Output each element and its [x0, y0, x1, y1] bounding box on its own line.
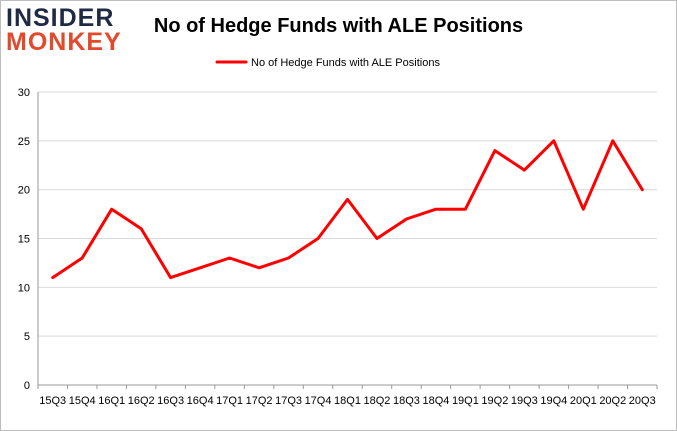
x-tick-label: 18Q2: [364, 395, 391, 407]
x-tick-label: 17Q1: [216, 395, 243, 407]
logo-line-2: MONKEY: [6, 28, 122, 56]
data-point: [434, 208, 437, 211]
x-tick-label: 20Q2: [599, 395, 626, 407]
x-tick-label: 17Q4: [305, 395, 332, 407]
data-point: [287, 257, 290, 260]
chart-title: No of Hedge Funds with ALE Positions: [153, 15, 524, 37]
x-tick-label: 19Q4: [540, 395, 567, 407]
x-tick-label: 17Q2: [246, 395, 273, 407]
data-point: [228, 257, 231, 260]
data-point: [641, 188, 644, 191]
data-point: [611, 139, 614, 142]
x-tick-label: 20Q1: [570, 395, 597, 407]
x-tick-label: 19Q3: [511, 395, 538, 407]
x-tick-label: 15Q3: [39, 395, 66, 407]
x-tick-label: 16Q1: [98, 395, 125, 407]
y-tick-label: 10: [18, 282, 30, 294]
data-point: [523, 169, 526, 172]
data-point: [493, 149, 496, 152]
series-line: [51, 139, 644, 280]
data-point: [405, 217, 408, 220]
data-point: [552, 139, 555, 142]
legend-label: No of Hedge Funds with ALE Positions: [251, 57, 440, 69]
data-point: [582, 208, 585, 211]
x-tick-label: 19Q2: [481, 395, 508, 407]
x-tick-label: 16Q2: [128, 395, 155, 407]
data-point: [375, 237, 378, 240]
data-point: [464, 208, 467, 211]
insider-monkey-logo: INSIDER MONKEY: [6, 4, 128, 56]
x-tick-label: 16Q4: [187, 395, 214, 407]
x-tick-label: 19Q1: [452, 395, 479, 407]
y-tick-label: 30: [18, 87, 30, 99]
y-tick-label: 5: [24, 331, 30, 343]
y-tick-label: 15: [18, 234, 30, 246]
x-tick-label: 18Q3: [393, 395, 420, 407]
logo-line-1: INSIDER: [6, 4, 115, 32]
data-point: [258, 266, 261, 269]
x-tick-label: 15Q4: [69, 395, 96, 407]
x-tick-label: 20Q3: [629, 395, 656, 407]
data-point: [51, 276, 54, 279]
data-point: [346, 198, 349, 201]
data-point: [199, 266, 202, 269]
data-point: [110, 208, 113, 211]
x-tick-label: 18Q4: [422, 395, 449, 407]
y-tick-label: 25: [18, 136, 30, 148]
x-tick-label: 17Q3: [275, 395, 302, 407]
x-tick-label: 18Q1: [334, 395, 361, 407]
data-point: [81, 257, 84, 260]
x-tick-label: 16Q3: [157, 395, 184, 407]
data-point: [140, 227, 143, 230]
y-tick-label: 0: [24, 380, 30, 392]
y-tick-label: 20: [18, 185, 30, 197]
data-point: [169, 276, 172, 279]
data-point: [317, 237, 320, 240]
